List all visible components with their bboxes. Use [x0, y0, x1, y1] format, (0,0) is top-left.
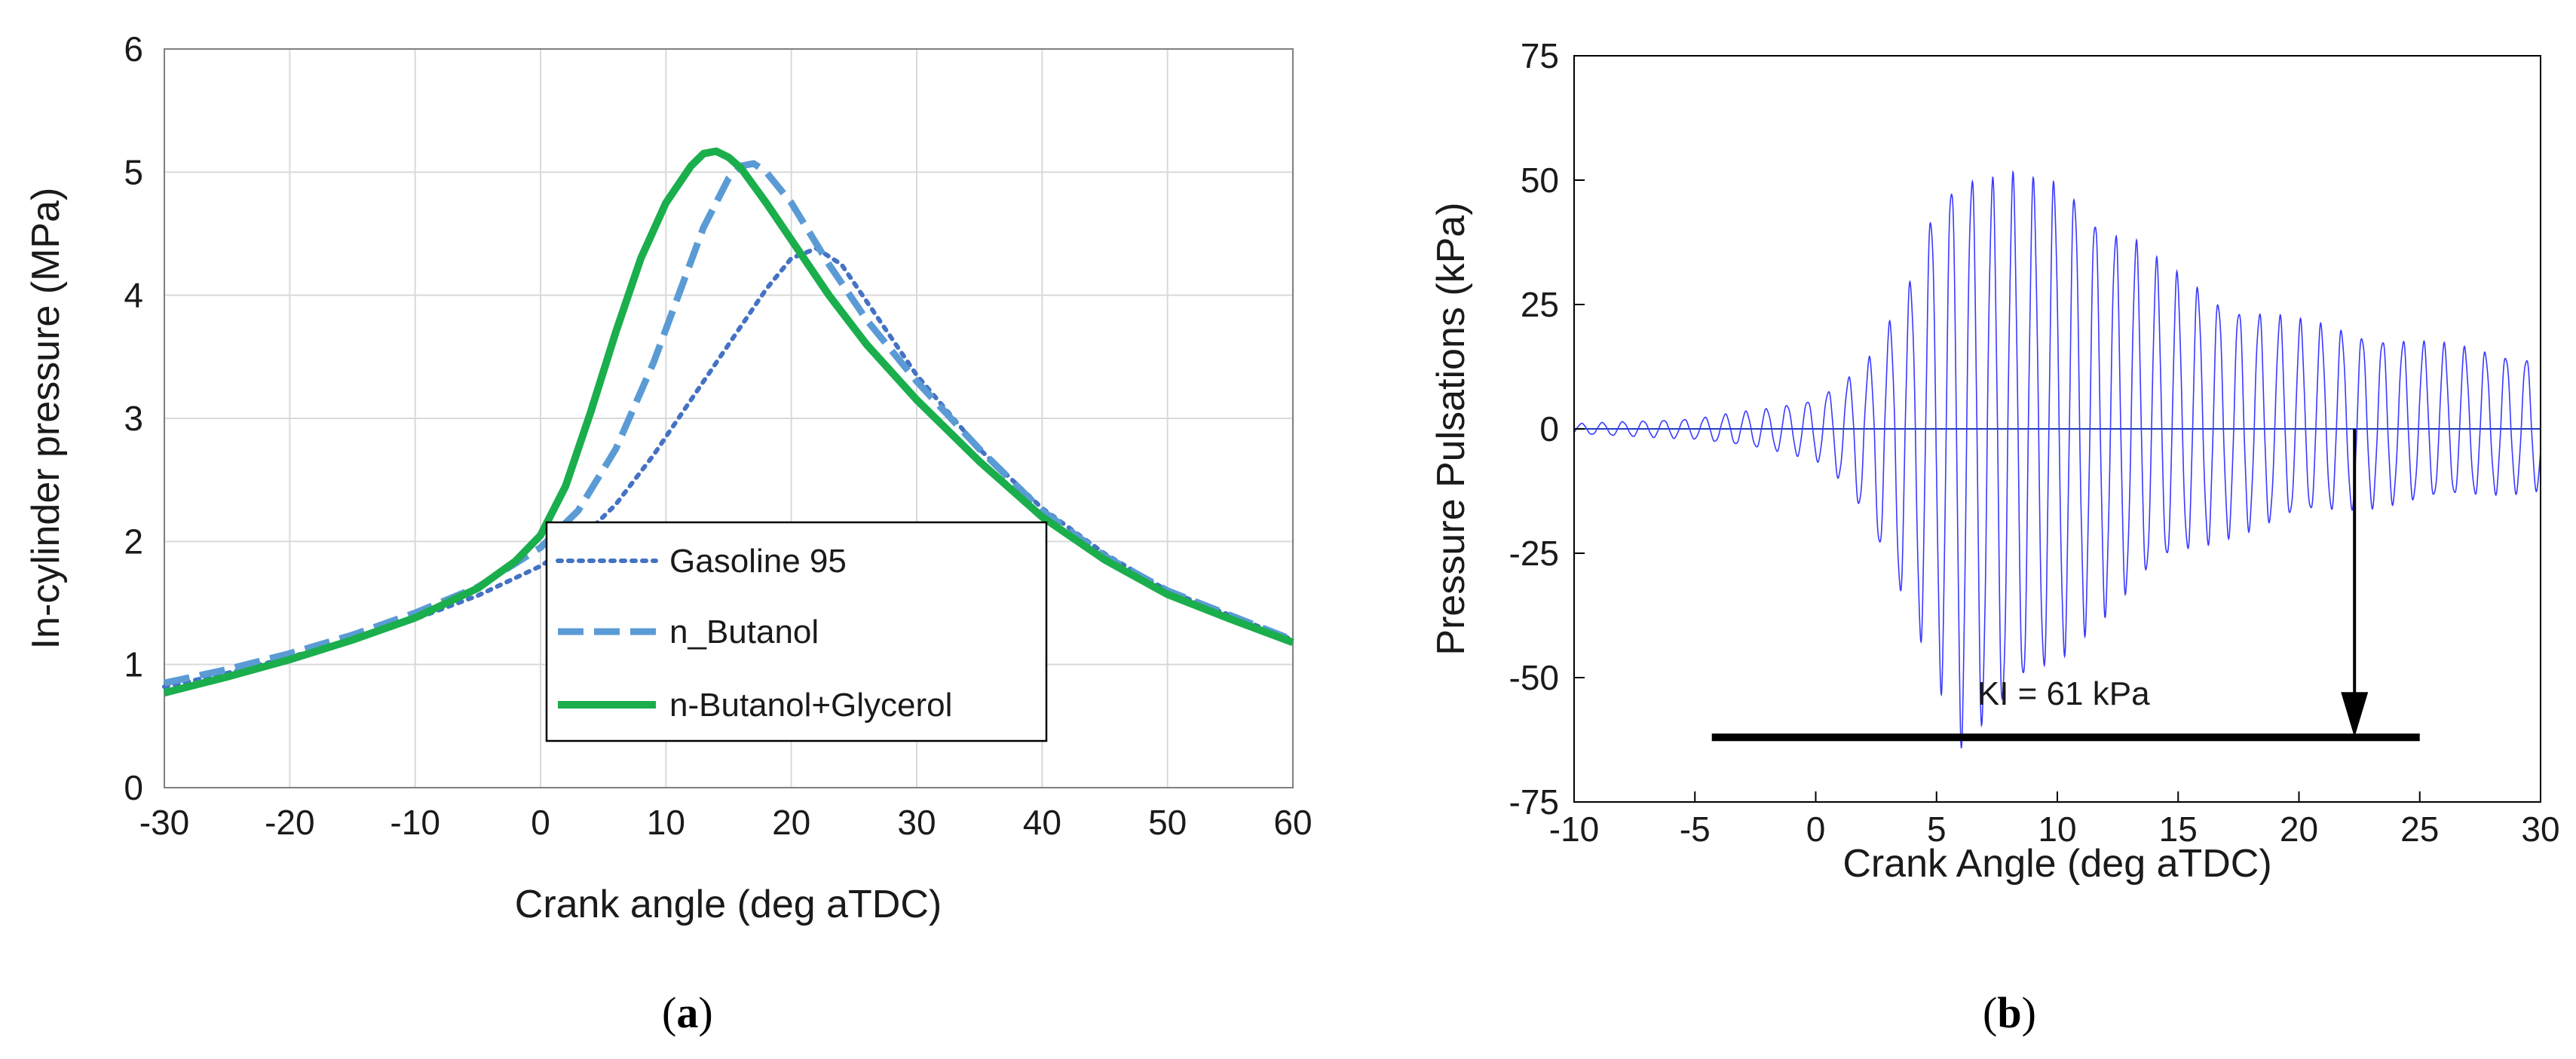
x-tick-label: 5: [1927, 810, 1947, 849]
panel-b-annotations: [1711, 429, 2420, 742]
caption-a-open: (: [662, 988, 676, 1037]
panel-b-signal: [1573, 170, 2541, 748]
x-tick-label: 40: [1023, 803, 1061, 842]
panel-a-y-axis-label: In-cylinder pressure (MPa): [24, 188, 68, 650]
panel-a-x-ticks: -30 -20 -10 0 10 20 30 40 50 60: [139, 803, 1313, 842]
y-tick-label: 6: [124, 29, 143, 69]
panel-a-legend: Gasoline 95 n_Butanol n-Butanol+Glycerol: [545, 521, 1048, 742]
series-line-1: [164, 160, 1294, 687]
x-tick-label: -30: [139, 803, 189, 842]
panel-b-x-axis-label: Crank Angle (deg aTDC): [1842, 842, 2271, 886]
x-tick-label: -5: [1680, 810, 1711, 849]
y-tick-label: 3: [124, 399, 143, 438]
x-tick-label: 60: [1273, 803, 1312, 842]
caption-a-close: ): [698, 988, 712, 1037]
panel-a-series: [162, 147, 1295, 697]
y-tick-label: 5: [124, 152, 143, 191]
x-tick-label: -20: [265, 803, 314, 842]
panel-b-x-ticks: -10 -5 0 5 10 15 20 25 30: [1549, 791, 2560, 849]
ki-arrow-head: [2341, 692, 2369, 738]
x-tick-label: 30: [897, 803, 936, 842]
x-tick-label: 20: [772, 803, 810, 842]
legend-label-n-butanol: n_Butanol: [669, 614, 819, 650]
panel-a-chart: -30 -20 -10 0 10 20 30 40 50 60 0 1 2 3 4 5 6 Crank ang…: [24, 29, 1313, 1037]
caption-a-letter: a: [676, 988, 698, 1037]
caption-b-letter: b: [1997, 988, 2021, 1037]
panel-a-caption: (a): [662, 988, 713, 1037]
panel-a-y-ticks: 0 1 2 3 4 5 6: [124, 29, 143, 807]
y-tick-label: 75: [1521, 36, 1559, 75]
y-tick-label: -50: [1509, 658, 1559, 697]
panel-a-frame: [164, 48, 1294, 788]
y-tick-label: 50: [1521, 161, 1559, 200]
x-tick-label: 15: [2159, 810, 2198, 849]
x-tick-label: -10: [390, 803, 440, 842]
y-tick-label: 1: [124, 645, 143, 684]
x-tick-label: 0: [1806, 810, 1826, 849]
y-tick-label: -75: [1509, 782, 1559, 822]
y-tick-label: 0: [1539, 409, 1559, 448]
series-line-2: [163, 147, 1294, 697]
panel-b-y-ticks: 75 50 25 0 -25 -50 -75: [1509, 36, 1585, 822]
x-tick-label: 50: [1148, 803, 1187, 842]
y-tick-label: 2: [124, 522, 143, 561]
legend-label-gasoline: Gasoline 95: [669, 543, 847, 580]
pulsation-signal: [1573, 170, 2541, 748]
ki-annotation-label: KI = 61 kPa: [1977, 675, 2150, 712]
caption-b-open: (: [1983, 988, 1997, 1037]
legend-label-n-butanol-glycerol: n-Butanol+Glycerol: [669, 687, 952, 724]
caption-b-close: ): [2022, 988, 2036, 1037]
x-tick-label: 10: [2038, 810, 2076, 849]
y-tick-label: 4: [124, 276, 143, 315]
panel-b-caption: (b): [1983, 988, 2036, 1037]
panel-a-x-axis-label: Crank angle (deg aTDC): [515, 883, 942, 926]
x-tick-label: 10: [647, 803, 685, 842]
x-tick-label: -10: [1549, 810, 1599, 849]
x-tick-label: 30: [2521, 810, 2559, 849]
x-tick-label: 20: [2280, 810, 2318, 849]
y-tick-label: 25: [1521, 285, 1559, 324]
x-tick-label: 0: [531, 803, 550, 842]
y-tick-label: 0: [124, 768, 143, 807]
x-tick-label: 25: [2400, 810, 2439, 849]
y-tick-label: -25: [1509, 534, 1559, 573]
panel-b-y-axis-label: Pressure Pulsations (kPa): [1429, 202, 1473, 655]
